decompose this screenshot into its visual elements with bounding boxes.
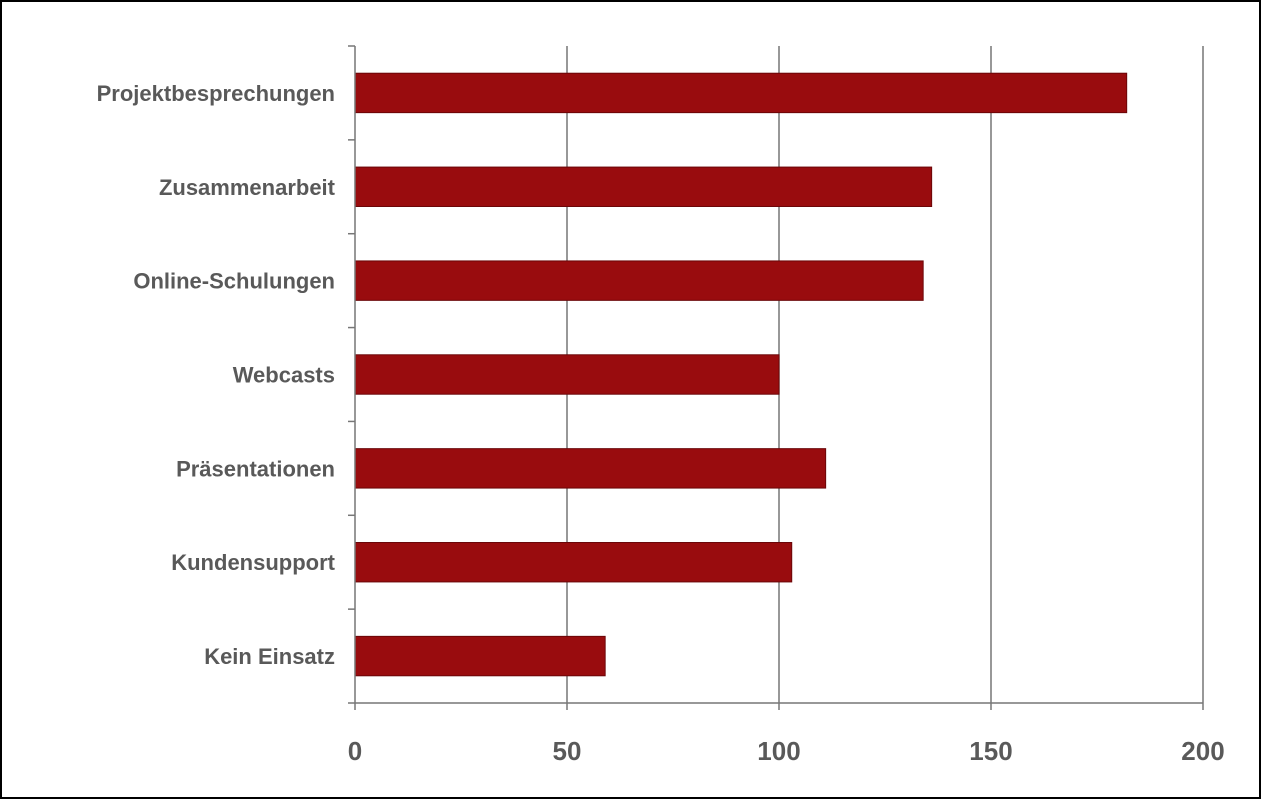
bar-kein-einsatz: [354, 635, 606, 677]
category-label: Online-Schulungen: [133, 269, 335, 294]
labels: 0 50 100 150 200 Projektbesprechungen Zusammen…: [97, 81, 1225, 766]
bars: [354, 72, 1128, 677]
x-tick-label-50: 50: [553, 736, 582, 766]
axes: [348, 45, 1204, 710]
bar-projektbesprechungen: [354, 72, 1128, 114]
bar-präsentationen: [354, 448, 827, 489]
bar-online-schulungen: [354, 260, 924, 301]
category-label: Projektbesprechungen: [97, 81, 335, 106]
x-tick-label-100: 100: [757, 736, 800, 766]
category-label: Kundensupport: [171, 550, 335, 575]
category-label: Kein Einsatz: [204, 644, 335, 669]
bar-kundensupport: [354, 542, 793, 583]
bar-webcasts: [354, 354, 780, 395]
x-tick-label-200: 200: [1181, 736, 1224, 766]
x-tick-label-0: 0: [348, 736, 362, 766]
category-label: Webcasts: [233, 363, 335, 388]
category-label: Präsentationen: [176, 456, 335, 481]
x-tick-label-150: 150: [969, 736, 1012, 766]
category-label: Zusammenarbeit: [159, 175, 336, 200]
bar-zusammenarbeit: [354, 166, 933, 207]
